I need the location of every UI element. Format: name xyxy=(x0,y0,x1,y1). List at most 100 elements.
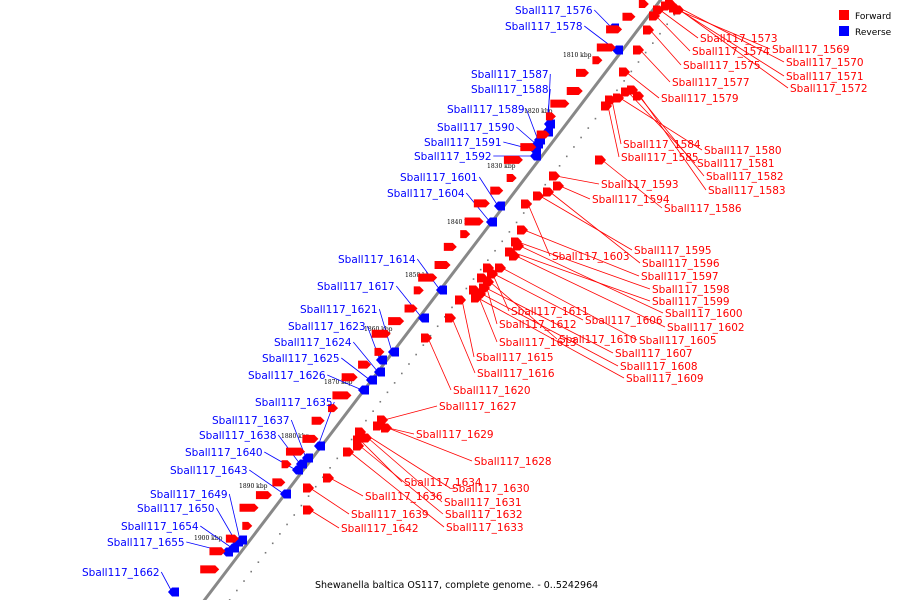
forward-gene-block xyxy=(371,329,391,338)
scale-dot xyxy=(644,51,647,54)
leader-line xyxy=(485,287,614,354)
reverse-gene-label: Sball117_1578 xyxy=(505,21,583,33)
scale-dot xyxy=(300,504,303,507)
forward-gene-label: Sball117_1580 xyxy=(704,145,782,157)
forward-gene-block xyxy=(413,286,424,295)
leader-line xyxy=(611,99,622,145)
forward-gene-label: Sball117_1571 xyxy=(786,71,864,83)
leader-line xyxy=(607,105,620,158)
genome-caption: Shewanella baltica OS117, complete genom… xyxy=(315,580,598,591)
legend-forward-label: Forward xyxy=(855,12,891,22)
reverse-gene-arrow xyxy=(388,347,399,357)
scale-dot xyxy=(365,419,367,422)
leader-line xyxy=(527,203,551,257)
forward-gene-block xyxy=(242,521,253,530)
reverse-gene-label: Sball117_1625 xyxy=(262,353,340,365)
forward-gene-block xyxy=(434,260,451,269)
reverse-gene-label: Sball117_1590 xyxy=(437,122,515,134)
forward-gene-block xyxy=(209,547,226,556)
leader-line xyxy=(387,427,473,462)
forward-gene-label: Sball117_1611 xyxy=(511,306,589,318)
forward-gene-arrow xyxy=(323,473,334,483)
forward-gene-label: Sball117_1629 xyxy=(416,429,494,441)
reverse-gene-arrow xyxy=(358,385,369,395)
forward-gene-label: Sball117_1570 xyxy=(786,57,864,69)
leader-line xyxy=(659,9,699,39)
reverse-gene-arrow xyxy=(222,547,233,557)
legend-reverse-label: Reverse xyxy=(855,28,892,38)
tick-label: 1820 kbp xyxy=(524,108,553,115)
scale-dot xyxy=(350,438,353,441)
leader-line xyxy=(361,431,451,489)
reverse-gene-label: Sball117_1601 xyxy=(400,172,478,184)
scale-dot xyxy=(436,325,439,328)
reverse-gene-label: Sball117_1655 xyxy=(107,537,185,549)
forward-gene-label: Sball117_1627 xyxy=(439,401,517,413)
legend-forward-swatch xyxy=(839,10,849,20)
legend-reverse-swatch xyxy=(839,26,849,36)
forward-gene-arrow xyxy=(353,441,364,451)
tick-label: 1900 kbp xyxy=(194,535,223,542)
forward-gene-label: Sball117_1631 xyxy=(444,497,522,509)
leader-line xyxy=(264,451,297,471)
forward-gene-arrow xyxy=(303,505,314,515)
reverse-gene-label: Sball117_1654 xyxy=(121,521,199,533)
forward-gene-block xyxy=(536,130,550,139)
forward-gene-arrow xyxy=(595,155,606,165)
scale-dot xyxy=(472,278,475,280)
leader-line xyxy=(349,451,445,528)
forward-gene-arrow xyxy=(381,423,392,433)
forward-gene-arrow xyxy=(521,199,532,209)
leader-line xyxy=(309,509,340,529)
forward-gene-arrow xyxy=(421,333,432,343)
forward-gene-label: Sball117_1610 xyxy=(559,334,637,346)
forward-gene-label: Sball117_1582 xyxy=(706,171,784,183)
forward-gene-arrow xyxy=(601,101,612,111)
tick-label: 1890 kbp xyxy=(239,483,268,490)
forward-gene-block xyxy=(285,447,305,456)
scale-dot xyxy=(479,268,482,271)
scale-dot xyxy=(587,127,590,129)
forward-gene-arrow xyxy=(513,241,524,251)
reverse-gene-arrow xyxy=(436,285,447,295)
reverse-gene-label: Sball117_1640 xyxy=(185,447,263,459)
scale-dot xyxy=(580,136,582,139)
reverse-gene-label: Sball117_1604 xyxy=(387,188,465,200)
leader-line xyxy=(427,337,452,391)
forward-gene-block xyxy=(443,242,457,251)
leader-line xyxy=(649,29,682,66)
leader-line xyxy=(465,192,491,223)
forward-gene-label: Sball117_1620 xyxy=(453,385,531,397)
scale-dot xyxy=(637,61,640,63)
forward-gene-arrow xyxy=(633,45,644,55)
leader-line xyxy=(461,299,475,358)
scale-dot xyxy=(408,363,410,365)
forward-gene-arrow xyxy=(543,187,554,197)
leader-line xyxy=(477,297,625,379)
forward-gene-block xyxy=(550,99,570,108)
forward-gene-arrow xyxy=(553,181,564,191)
leader-line xyxy=(493,273,584,321)
scale-dot xyxy=(336,457,339,460)
reverse-gene-label: Sball117_1626 xyxy=(248,370,326,382)
leader-line xyxy=(549,191,641,264)
forward-gene-label: Sball117_1579 xyxy=(661,93,739,105)
reverse-gene-arrow xyxy=(366,375,377,385)
forward-gene-label: Sball117_1605 xyxy=(639,335,717,347)
forward-gene-label: Sball117_1639 xyxy=(351,509,429,521)
scale-dot xyxy=(415,353,417,356)
scale-dot xyxy=(243,580,245,582)
scale-dot xyxy=(623,80,625,82)
forward-gene-arrow xyxy=(619,67,630,77)
forward-gene-label: Sball117_1608 xyxy=(620,361,698,373)
forward-gene-block xyxy=(592,56,603,65)
forward-gene-arrow xyxy=(509,251,520,261)
forward-gene-block xyxy=(255,491,272,500)
forward-gene-block xyxy=(311,416,325,425)
leader-line xyxy=(489,281,558,340)
forward-gene-label: Sball117_1609 xyxy=(626,373,704,385)
leader-line xyxy=(671,3,785,63)
forward-gene-label: Sball117_1593 xyxy=(601,179,679,191)
